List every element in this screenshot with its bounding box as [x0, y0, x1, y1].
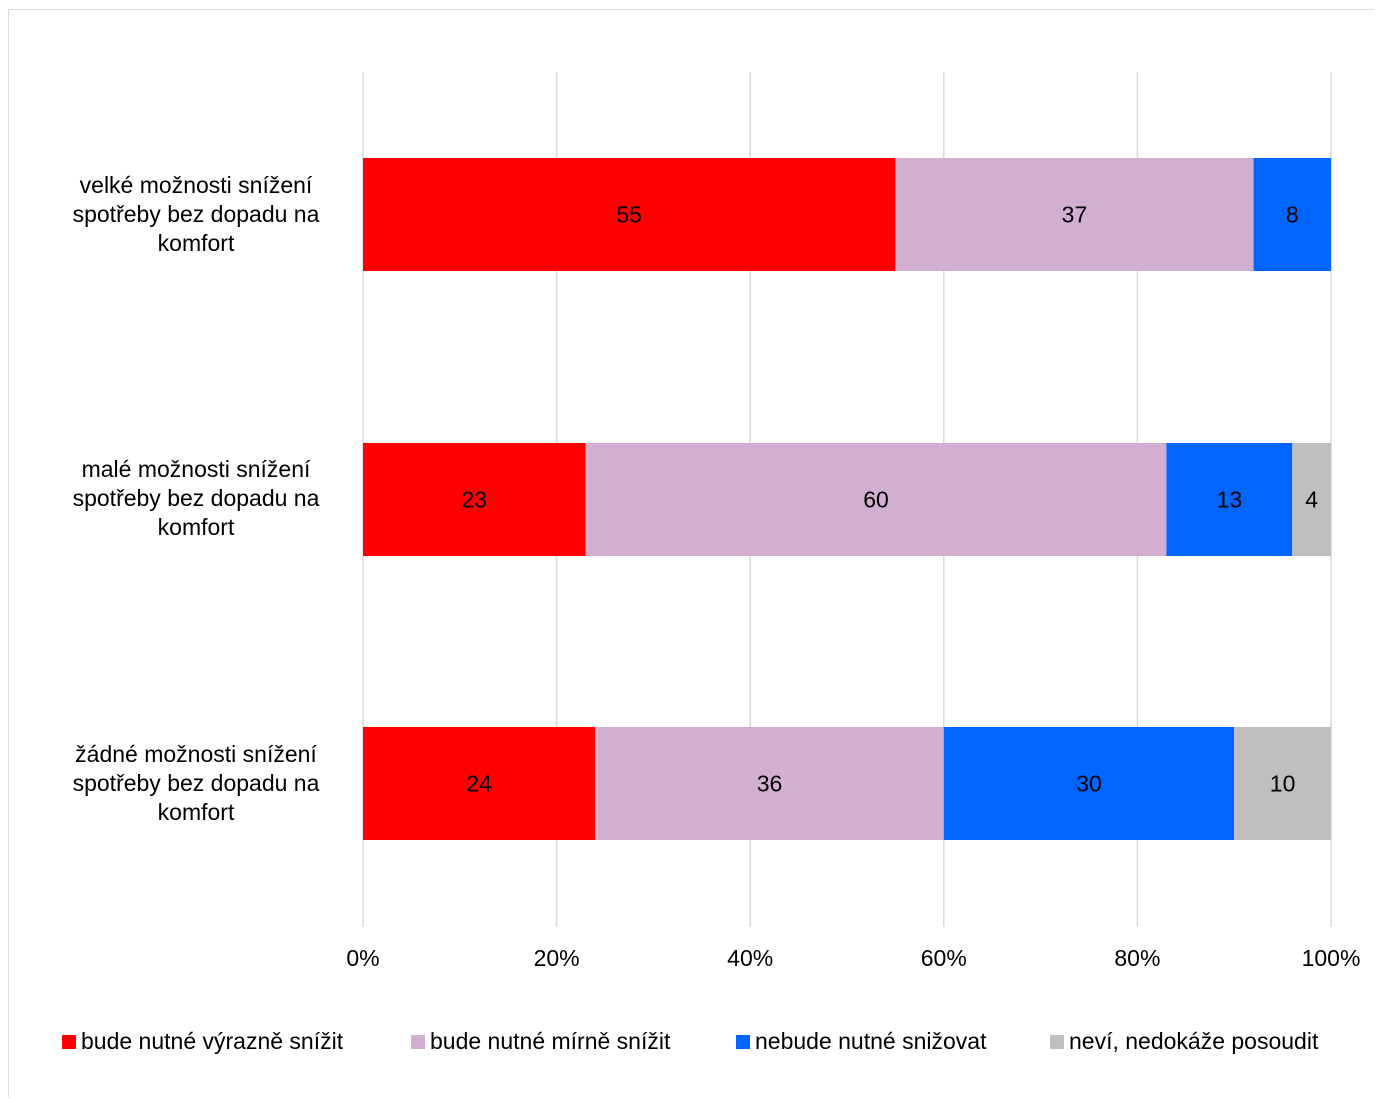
bar-cat1-series1	[585, 443, 1167, 556]
legend-item-nebude: nebude nutné snižovat	[736, 1028, 986, 1055]
data-label-cat2-series2: 30	[1076, 771, 1102, 797]
legend-label-mirne: bude nutné mírně snížit	[430, 1028, 671, 1054]
data-label-cat1-series0: 23	[462, 487, 488, 513]
bar-cat0-series1	[895, 158, 1254, 271]
legend-item-nevi: neví, nedokáže posoudit	[1050, 1028, 1318, 1055]
data-label-cat2-series1: 36	[757, 771, 783, 797]
category-label-velke: velké možnosti snížení spotřeby bez dopa…	[72, 172, 320, 256]
data-label-cat2-series3: 10	[1270, 771, 1296, 797]
bar-cat2-series1	[595, 727, 944, 840]
bar-cat2-series3	[1234, 727, 1331, 840]
legend-swatch-mirne	[411, 1034, 425, 1049]
chart-frame	[8, 9, 1374, 1097]
bars: 55 37 8 23 60 13 4 24 36 30 10	[363, 158, 1331, 840]
data-label-cat1-series1: 60	[863, 487, 889, 513]
x-axis-ticks: 0% 20% 40% 60% 80% 100%	[346, 945, 1360, 971]
bar-cat0-series2	[1253, 158, 1331, 271]
x-tick-label-3: 60%	[921, 945, 967, 971]
x-tick-label-2: 40%	[727, 945, 773, 971]
category-label-male: malé možnosti snížení spotřeby bez dopad…	[72, 456, 320, 540]
data-label-cat2-series0: 24	[466, 771, 492, 797]
legend-item-vyrazne: bude nutné výrazně snížit	[62, 1028, 343, 1055]
legend-swatch-nevi	[1050, 1034, 1064, 1049]
bar-cat1-series3	[1292, 443, 1331, 556]
category-label-zadne: žádné možnosti snížení spotřeby bez dopa…	[72, 741, 320, 825]
bar-cat1-series0	[363, 443, 586, 556]
data-label-cat0-series2: 8	[1286, 202, 1299, 228]
data-label-cat0-series1: 37	[1062, 202, 1088, 228]
x-tick-label-0: 0%	[346, 945, 379, 971]
data-label-cat1-series2: 13	[1217, 487, 1243, 513]
bar-cat2-series2	[943, 727, 1235, 840]
data-label-cat0-series0: 55	[616, 202, 642, 228]
bar-cat0-series0	[363, 158, 896, 271]
legend-label-vyrazne: bude nutné výrazně snížit	[81, 1028, 344, 1054]
legend: bude nutné výrazně snížit bude nutné mír…	[0, 1028, 1376, 1058]
legend-swatch-nebude	[736, 1034, 750, 1049]
x-tick-label-5: 100%	[1302, 945, 1361, 971]
legend-label-nebude: nebude nutné snižovat	[755, 1028, 987, 1054]
legend-label-nevi: neví, nedokáže posoudit	[1069, 1028, 1319, 1054]
legend-swatch-vyrazne	[62, 1034, 76, 1049]
x-tick-label-4: 80%	[1114, 945, 1160, 971]
legend-item-mirne: bude nutné mírně snížit	[411, 1028, 670, 1055]
data-label-cat1-series3: 4	[1305, 487, 1318, 513]
bar-cat1-series2	[1166, 443, 1293, 556]
x-tick-label-1: 20%	[534, 945, 580, 971]
bar-cat2-series0	[363, 727, 596, 840]
